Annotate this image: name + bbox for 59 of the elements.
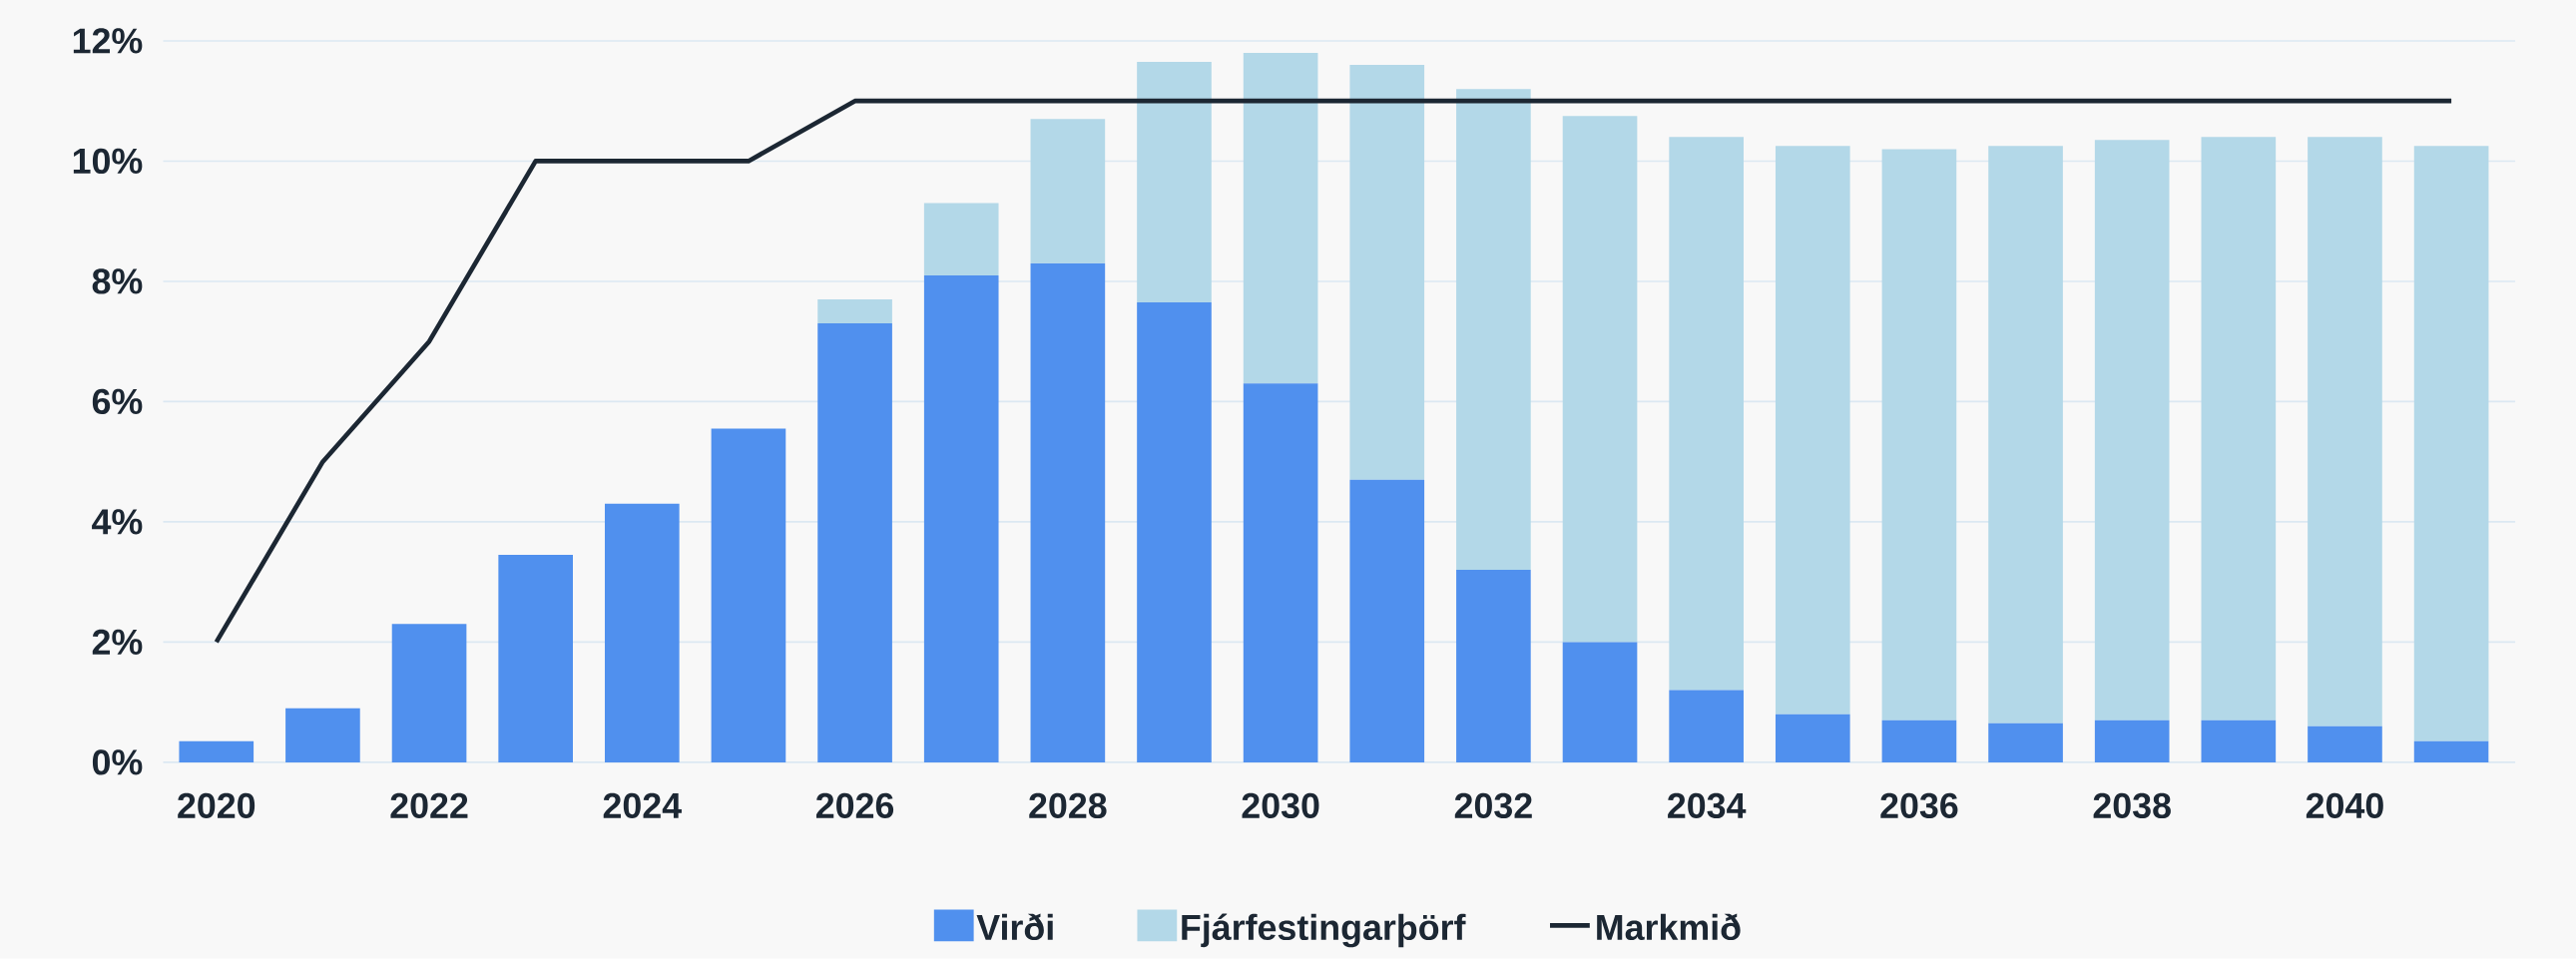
bar xyxy=(1349,65,1425,480)
y-tick-label: 0% xyxy=(92,749,143,775)
bar xyxy=(1349,479,1425,763)
y-tick-label: 2% xyxy=(92,629,143,656)
bar xyxy=(1669,137,1744,691)
bar xyxy=(817,299,892,324)
bar xyxy=(1243,383,1318,763)
bar xyxy=(2201,719,2277,763)
bar xyxy=(2308,137,2382,726)
y-tick-label: 12% xyxy=(73,28,143,54)
y-tick-label: 4% xyxy=(92,509,143,535)
bar xyxy=(604,504,680,763)
bar xyxy=(2094,719,2170,763)
bar xyxy=(1775,714,1850,763)
bar xyxy=(1881,149,1957,720)
x-tick-label: 2030 xyxy=(1242,792,1319,819)
bar xyxy=(1243,53,1318,384)
bar xyxy=(1775,146,1850,715)
legend-label: Markmið xyxy=(1597,913,1741,941)
bar xyxy=(285,708,360,763)
bar xyxy=(179,741,255,763)
bar xyxy=(1137,62,1212,303)
x-tick-label: 2032 xyxy=(1454,792,1532,819)
bar xyxy=(817,323,892,763)
y-tick-label: 8% xyxy=(92,268,143,294)
x-tick-label: 2034 xyxy=(1668,792,1747,819)
bar xyxy=(2308,725,2382,763)
bar xyxy=(1562,116,1638,643)
bar xyxy=(1669,690,1744,763)
bar xyxy=(2094,140,2170,720)
bar xyxy=(498,555,573,763)
bar xyxy=(1881,719,1957,763)
x-tick-label: 2024 xyxy=(603,792,682,819)
bar xyxy=(2201,137,2277,720)
x-tick-label: 2028 xyxy=(1029,792,1107,819)
bar xyxy=(923,275,999,763)
y-tick-label: 10% xyxy=(73,148,143,175)
bar xyxy=(1030,263,1106,763)
bar xyxy=(1030,119,1106,264)
bar xyxy=(1137,302,1212,763)
bar xyxy=(1988,146,2063,723)
x-tick-label: 2040 xyxy=(2306,792,2383,819)
x-tick-label: 2036 xyxy=(1880,792,1958,819)
legend-label: Fjárfestingarþörf xyxy=(1182,913,1466,948)
bar xyxy=(711,428,786,763)
y-tick-label: 6% xyxy=(92,388,143,415)
x-tick-label: 2038 xyxy=(2093,792,2171,819)
bar xyxy=(1456,570,1531,763)
bar xyxy=(1562,642,1638,763)
bar xyxy=(1988,722,2063,763)
bar xyxy=(1456,89,1531,571)
legend-label: Virði xyxy=(976,913,1053,941)
x-tick-label: 2020 xyxy=(178,792,256,819)
x-tick-label: 2022 xyxy=(390,792,468,819)
bar xyxy=(2413,146,2489,742)
bar xyxy=(923,203,999,276)
bar xyxy=(2413,741,2489,763)
x-tick-label: 2026 xyxy=(816,792,894,819)
bar xyxy=(391,624,467,763)
